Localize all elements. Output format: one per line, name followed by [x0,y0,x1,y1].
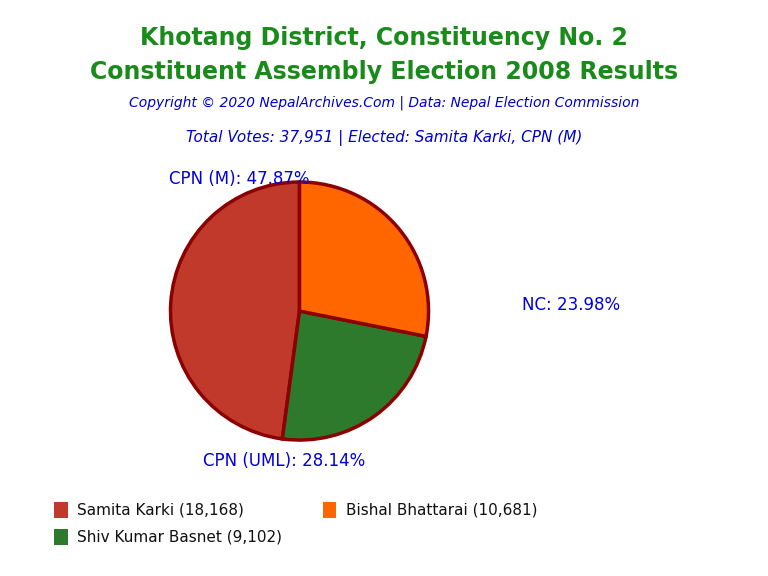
Text: CPN (M): 47.87%: CPN (M): 47.87% [169,169,310,188]
Wedge shape [283,311,426,440]
Text: CPN (UML): 28.14%: CPN (UML): 28.14% [203,452,366,470]
Text: Khotang District, Constituency No. 2: Khotang District, Constituency No. 2 [140,26,628,50]
FancyBboxPatch shape [54,502,68,518]
Text: Copyright © 2020 NepalArchives.Com | Data: Nepal Election Commission: Copyright © 2020 NepalArchives.Com | Dat… [129,95,639,109]
Text: Samita Karki (18,168): Samita Karki (18,168) [77,502,243,517]
FancyBboxPatch shape [323,502,336,518]
Text: NC: 23.98%: NC: 23.98% [522,296,621,314]
Text: Shiv Kumar Basnet (9,102): Shiv Kumar Basnet (9,102) [77,529,282,544]
Text: Bishal Bhattarai (10,681): Bishal Bhattarai (10,681) [346,502,537,517]
Text: Constituent Assembly Election 2008 Results: Constituent Assembly Election 2008 Resul… [90,60,678,85]
Wedge shape [300,182,429,336]
Wedge shape [170,182,300,439]
FancyBboxPatch shape [54,529,68,545]
Text: Total Votes: 37,951 | Elected: Samita Karki, CPN (M): Total Votes: 37,951 | Elected: Samita Ka… [186,130,582,146]
